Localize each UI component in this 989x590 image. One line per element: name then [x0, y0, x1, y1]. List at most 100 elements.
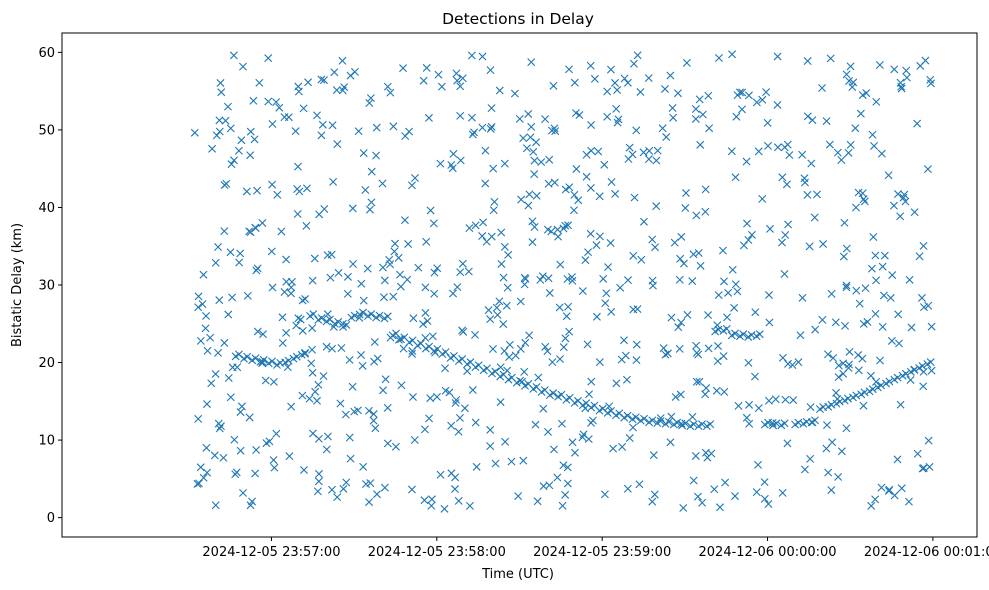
noise-point: [674, 323, 683, 332]
noise-point: [606, 65, 615, 74]
noise-point: [253, 327, 262, 336]
noise-point: [742, 413, 751, 422]
noise-point: [449, 149, 458, 158]
noise-point: [330, 68, 339, 77]
noise-point: [565, 65, 573, 74]
noise-point: [315, 210, 324, 219]
noise-point: [872, 97, 881, 106]
noise-point: [715, 503, 724, 512]
noise-point: [428, 332, 437, 341]
noise-point: [860, 197, 869, 206]
noise-point: [329, 322, 338, 331]
noise-point: [492, 303, 501, 312]
noise-point: [343, 272, 352, 281]
noise-point: [714, 342, 723, 351]
noise-point: [731, 492, 740, 501]
noise-point: [658, 124, 667, 133]
noise-point: [822, 444, 831, 453]
noise-point: [493, 310, 502, 319]
noise-point: [600, 490, 609, 499]
noise-point: [834, 361, 843, 370]
noise-point: [345, 433, 354, 442]
noise-point: [731, 280, 740, 289]
noise-point: [764, 141, 772, 150]
noise-point: [441, 364, 450, 373]
noise-point: [876, 356, 885, 365]
noise-point: [545, 481, 554, 490]
noise-point: [206, 333, 215, 342]
noise-point: [399, 64, 408, 73]
noise-point: [587, 146, 596, 155]
noise-point: [585, 390, 594, 399]
noise-point: [851, 124, 860, 133]
noise-point: [555, 303, 564, 312]
noise-point: [328, 344, 337, 353]
y-tick-label: 0: [47, 511, 55, 526]
track-point: [893, 373, 902, 382]
noise-point: [389, 122, 398, 131]
noise-point: [269, 377, 278, 386]
noise-point: [196, 336, 205, 345]
noise-point: [570, 78, 579, 87]
noise-point: [519, 456, 528, 465]
noise-point: [751, 308, 760, 317]
noise-point: [268, 283, 277, 292]
noise-point: [785, 151, 794, 160]
noise-point: [278, 339, 287, 347]
track-point: [268, 357, 276, 366]
noise-point: [378, 263, 387, 272]
noise-point: [214, 348, 223, 357]
noise-point: [704, 311, 713, 320]
noise-point: [564, 302, 573, 311]
noise-point: [666, 438, 675, 447]
noise-point: [511, 351, 520, 360]
noise-point: [300, 349, 309, 358]
noise-point: [458, 259, 467, 268]
noise-point: [389, 292, 398, 301]
noise-point: [490, 197, 499, 206]
noise-point: [919, 464, 928, 473]
noise-point: [564, 221, 573, 230]
noise-point: [308, 324, 317, 333]
noise-point: [595, 192, 604, 201]
noise-point: [677, 318, 686, 327]
noise-point: [422, 63, 431, 72]
noise-point: [915, 252, 924, 261]
noise-point: [832, 388, 841, 397]
noise-point: [419, 320, 428, 329]
noise-point: [760, 478, 769, 487]
noise-point: [778, 173, 787, 182]
noise-point: [500, 159, 509, 168]
noise-point: [280, 288, 289, 297]
noise-point: [314, 469, 323, 478]
noise-point: [648, 281, 657, 290]
track-point: [860, 388, 869, 397]
noise-point: [524, 109, 533, 118]
noise-point: [869, 232, 878, 241]
noise-point: [889, 201, 898, 210]
noise-point: [314, 477, 323, 486]
noise-point: [194, 414, 203, 423]
noise-point: [890, 65, 899, 74]
noise-point: [652, 156, 661, 165]
noise-point: [844, 363, 853, 372]
noise-point: [877, 483, 886, 492]
noise-point: [692, 211, 701, 220]
noise-point: [632, 356, 641, 365]
noise-point: [897, 84, 906, 93]
noise-point: [236, 249, 245, 258]
noise-point: [637, 255, 646, 264]
noise-point: [203, 346, 212, 355]
noise-point: [380, 276, 389, 285]
noise-point: [338, 56, 347, 65]
noise-point: [829, 353, 838, 362]
noise-point: [543, 347, 552, 356]
noise-point: [407, 485, 416, 494]
noise-point: [557, 419, 566, 428]
noise-point: [559, 343, 568, 352]
noise-point: [713, 357, 722, 366]
noise-point: [694, 249, 703, 257]
noise-point: [217, 88, 226, 97]
noise-point: [870, 141, 879, 150]
